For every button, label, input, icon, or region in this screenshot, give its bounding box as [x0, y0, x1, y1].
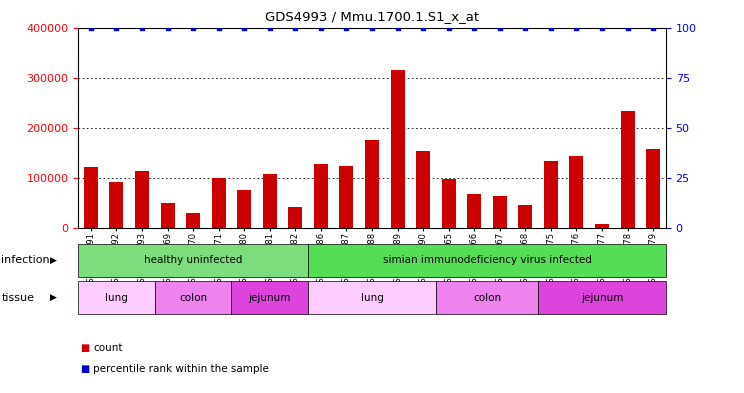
Point	[519, 24, 531, 31]
Text: GDS4993 / Mmu.1700.1.S1_x_at: GDS4993 / Mmu.1700.1.S1_x_at	[265, 10, 479, 23]
Point	[238, 24, 250, 31]
Point	[391, 24, 403, 31]
Text: infection: infection	[1, 255, 50, 265]
Text: jejunum: jejunum	[248, 293, 291, 303]
Bar	[289, 207, 302, 228]
Bar	[78, 244, 308, 277]
Text: colon: colon	[179, 293, 207, 303]
Bar	[595, 224, 609, 228]
Point	[111, 24, 123, 31]
Point	[443, 24, 455, 31]
Bar	[186, 213, 200, 228]
Bar	[519, 205, 533, 228]
Bar	[569, 156, 583, 228]
Bar	[442, 179, 455, 228]
Text: count: count	[93, 343, 123, 353]
Bar	[339, 166, 353, 228]
Point	[647, 24, 659, 31]
Bar	[646, 149, 660, 228]
Point	[596, 24, 608, 31]
Text: ■: ■	[80, 364, 89, 375]
Bar	[84, 167, 98, 228]
Bar	[161, 203, 175, 228]
Bar	[538, 281, 666, 314]
Point	[571, 24, 583, 31]
Text: jejunum: jejunum	[581, 293, 623, 303]
Bar	[109, 182, 124, 228]
Point	[264, 24, 276, 31]
Point	[289, 24, 301, 31]
Point	[85, 24, 97, 31]
Bar	[314, 164, 328, 228]
Text: ▶: ▶	[50, 256, 57, 265]
Bar	[391, 70, 405, 228]
Point	[161, 24, 173, 31]
Text: healthy uninfected: healthy uninfected	[144, 255, 243, 265]
Bar	[308, 244, 666, 277]
Bar	[211, 178, 225, 228]
Bar	[231, 281, 308, 314]
Text: tissue: tissue	[1, 293, 34, 303]
Bar	[544, 161, 558, 228]
Bar	[135, 171, 149, 228]
Bar	[263, 174, 277, 228]
Point	[417, 24, 429, 31]
Point	[494, 24, 506, 31]
Point	[315, 24, 327, 31]
Text: lung: lung	[361, 293, 383, 303]
Bar	[467, 194, 481, 228]
Text: ■: ■	[80, 343, 89, 353]
Point	[545, 24, 557, 31]
Bar	[78, 281, 155, 314]
Bar	[365, 140, 379, 228]
Point	[136, 24, 148, 31]
Bar	[493, 196, 507, 228]
Point	[341, 24, 353, 31]
Text: lung: lung	[105, 293, 128, 303]
Point	[187, 24, 199, 31]
Bar	[620, 111, 635, 228]
Point	[468, 24, 480, 31]
Bar	[308, 281, 436, 314]
Text: ▶: ▶	[50, 293, 57, 302]
Point	[621, 24, 633, 31]
Bar	[155, 281, 231, 314]
Text: colon: colon	[473, 293, 501, 303]
Bar	[237, 190, 251, 228]
Text: percentile rank within the sample: percentile rank within the sample	[93, 364, 269, 375]
Bar	[436, 281, 538, 314]
Bar	[416, 151, 430, 228]
Point	[213, 24, 225, 31]
Text: simian immunodeficiency virus infected: simian immunodeficiency virus infected	[382, 255, 591, 265]
Point	[366, 24, 378, 31]
